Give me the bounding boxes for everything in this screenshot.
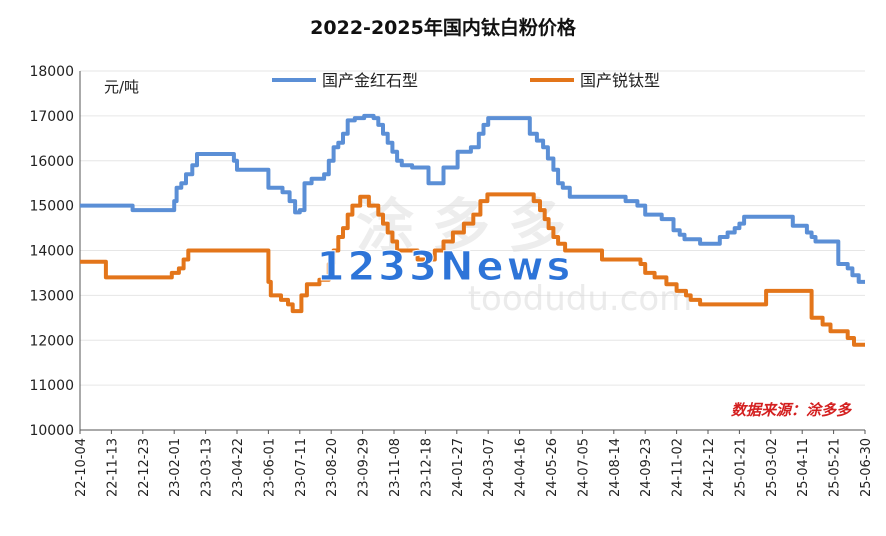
x-tick-label: 22-10-04: [74, 438, 89, 497]
data-source-label: 数据来源：涂多多: [731, 401, 852, 419]
watermark-logo-text: 涂多多: [356, 192, 584, 260]
y-tick-label: 14000: [29, 244, 74, 260]
y-tick-label: 18000: [29, 64, 74, 80]
x-tick-label: 24-11-02: [671, 438, 686, 497]
x-tick-label: 23-03-13: [200, 438, 215, 497]
x-tick-label: 24-09-23: [639, 438, 654, 497]
y-tick-label: 16000: [29, 154, 74, 170]
legend-label-1: 国产金红石型: [322, 71, 418, 90]
y-unit-label: 元/吨: [104, 78, 139, 96]
x-tick-label: 24-07-05: [576, 438, 591, 497]
watermark-overlay-text: 1233News: [317, 244, 574, 290]
watermark: 涂多多 toodudu.com: [356, 192, 692, 319]
x-tick-label: 24-01-27: [451, 438, 466, 497]
y-tick-label: 10000: [29, 423, 74, 439]
y-tick-label: 12000: [29, 333, 74, 349]
y-tick-label: 13000: [29, 288, 74, 304]
series-line-2: [80, 192, 865, 347]
x-tick-label: 23-06-01: [262, 438, 277, 497]
y-tick-label: 15000: [29, 199, 74, 215]
chart-title: 2022-2025年国内钛白粉价格: [310, 16, 577, 39]
watermark-url-text: toodudu.com: [468, 279, 693, 319]
y-tick-labels: 10000 11000 12000 13000 14000 15000 16000 17000…: [29, 64, 74, 439]
x-tick-label: 25-03-02: [765, 438, 780, 497]
x-tick-label: 23-11-08: [388, 438, 403, 497]
x-tick-label: 22-11-13: [105, 438, 120, 497]
x-tick-label: 23-08-20: [325, 438, 340, 497]
x-tick-labels: 22-10-04 22-11-13 22-12-23 23-02-01 23-03-13…: [74, 438, 874, 497]
y-tick-label: 11000: [29, 378, 74, 394]
x-tick-label: 24-05-26: [545, 438, 560, 497]
x-tick-label: 22-12-23: [137, 438, 152, 497]
legend: 国产金红石型 国产锐钛型: [272, 71, 660, 90]
y-tick-label: 17000: [29, 109, 74, 125]
x-tick-label: 23-02-01: [168, 438, 183, 497]
x-tick-label: 24-08-14: [608, 438, 623, 497]
series-line-1: [80, 113, 865, 284]
axes: [79, 71, 866, 434]
x-tick-label: 25-01-21: [733, 438, 748, 497]
x-tick-label: 23-12-18: [419, 438, 434, 497]
x-tick-label: 23-09-29: [357, 438, 372, 497]
x-tick-label: 24-12-12: [702, 438, 717, 497]
x-tick-label: 23-04-22: [231, 438, 246, 497]
x-tick-label: 25-04-11: [796, 438, 811, 497]
series-lines: [80, 113, 865, 347]
x-tick-label: 25-05-21: [828, 438, 843, 497]
x-tick-label: 25-06-30: [859, 438, 874, 497]
x-tick-label: 24-04-16: [514, 438, 529, 497]
legend-label-2: 国产锐钛型: [580, 71, 660, 90]
x-tick-label: 24-03-07: [482, 438, 497, 497]
x-tick-label: 23-07-11: [294, 438, 309, 497]
